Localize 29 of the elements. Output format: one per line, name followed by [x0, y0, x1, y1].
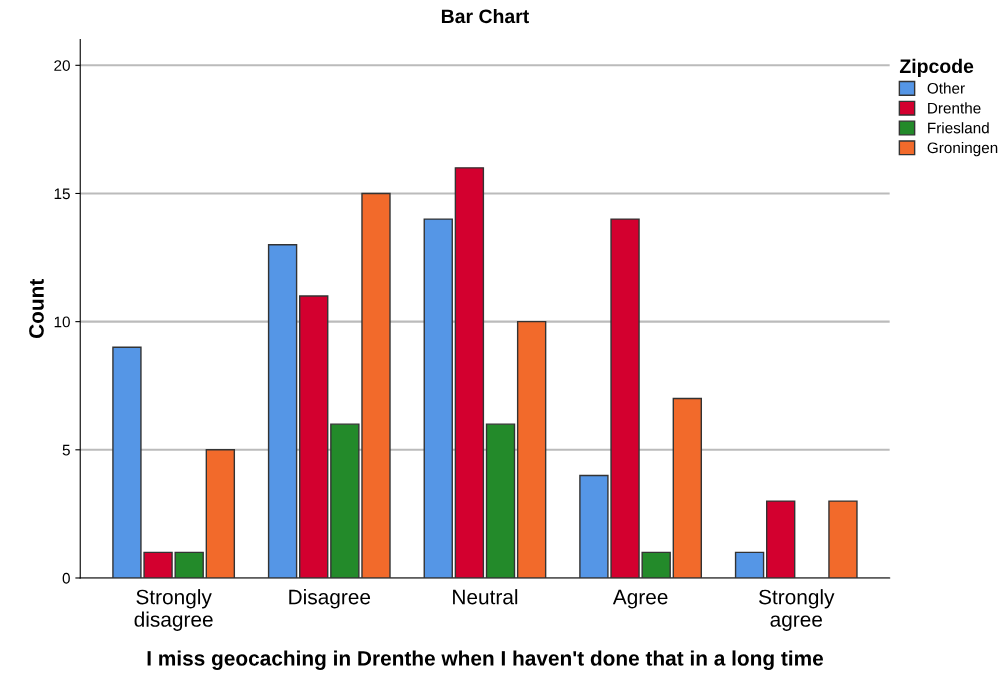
bar: [765, 500, 796, 578]
y-tick-label: 15: [54, 188, 70, 200]
x-tick-label: Agree: [612, 589, 668, 609]
x-tick-label: Neutral: [453, 589, 518, 605]
legend-label: Other: [927, 82, 965, 94]
bar: [454, 167, 485, 578]
y-tick-label: 5: [62, 444, 70, 456]
bar: [205, 449, 236, 578]
x-tick-label: Strongly agree: [759, 589, 835, 631]
legend-title: Zipcode: [899, 58, 974, 77]
y-tick-label: 0: [62, 572, 70, 584]
bar: [672, 397, 703, 578]
bar: [299, 295, 329, 578]
legend-label: Friesland: [928, 122, 989, 134]
x-tick-label: Strongly disagree: [134, 589, 213, 631]
bar: [485, 423, 516, 578]
legend-label: Groningen: [927, 141, 998, 157]
bar: [734, 551, 765, 578]
y-tick-label: 10: [54, 316, 70, 328]
bar: [516, 320, 547, 578]
bar: [423, 218, 453, 578]
bar: [267, 244, 298, 578]
bar: [828, 500, 858, 578]
chart-title: Bar Chart: [441, 8, 530, 24]
x-axis-title: I miss geocaching in Drenthe when I haven't done that in a long time: [147, 650, 824, 670]
y-axis-title: Count: [29, 279, 44, 339]
legend-label: Drenthe: [928, 102, 981, 114]
x-tick-label: Disagree: [289, 589, 371, 609]
y-tick-label: 20: [54, 60, 70, 71]
